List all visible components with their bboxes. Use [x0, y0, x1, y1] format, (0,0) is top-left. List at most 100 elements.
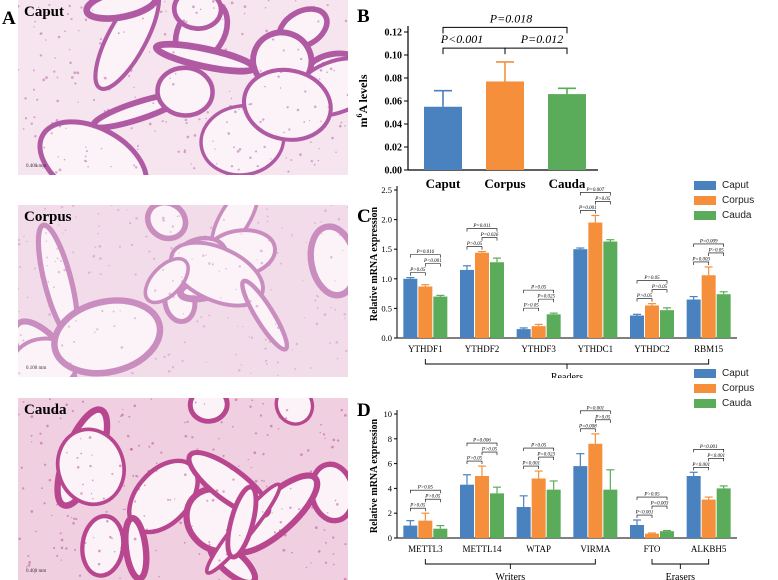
legend-label-corpus: Corpus: [722, 383, 755, 394]
cell-nucleus: [323, 529, 326, 531]
cell-nucleus: [18, 69, 20, 71]
cell-nucleus: [118, 464, 122, 468]
legend-label-caput: Caput: [722, 180, 749, 191]
cell-nucleus: [91, 479, 94, 482]
cell-nucleus: [133, 86, 135, 89]
p-value-label: P<0.001: [635, 511, 654, 516]
cell-nucleus: [103, 110, 106, 113]
cell-nucleus: [35, 530, 37, 533]
cell-nucleus: [132, 474, 135, 477]
cell-nucleus: [162, 268, 165, 271]
duct-lumen: [171, 0, 224, 31]
cell-nucleus: [311, 506, 314, 509]
cell-nucleus: [259, 249, 263, 253]
cell-nucleus: [317, 550, 321, 553]
cell-nucleus: [255, 304, 259, 308]
cell-nucleus: [57, 270, 61, 274]
y-tick-label: 1.5: [381, 244, 392, 254]
histology-texture-caput: [18, 0, 348, 175]
cell-nucleus: [99, 273, 102, 276]
cell-nucleus: [248, 299, 252, 303]
cell-nucleus: [330, 306, 332, 309]
cell-nucleus: [250, 336, 254, 339]
cell-nucleus: [179, 521, 183, 525]
cell-nucleus: [332, 536, 335, 539]
chart-b-m6a-levels: B 0.00 0.02 0.04 0.06 0.08 0.10 0.12 m6A levels C…: [355, 6, 598, 191]
cell-nucleus: [68, 4, 72, 8]
cell-nucleus: [53, 546, 56, 549]
p-value-label: P=0.003: [650, 502, 669, 507]
cell-nucleus: [165, 10, 167, 13]
cell-nucleus: [198, 118, 201, 121]
significance-bracket: [538, 456, 554, 461]
cell-nucleus: [313, 105, 317, 109]
cell-nucleus: [70, 76, 74, 79]
cell-nucleus: [108, 264, 110, 267]
cell-nucleus: [145, 235, 148, 238]
cell-nucleus: [324, 541, 327, 544]
cell-nucleus: [118, 245, 121, 248]
cell-nucleus: [321, 61, 325, 65]
cell-nucleus: [269, 424, 273, 428]
cell-nucleus: [89, 6, 91, 8]
cell-nucleus: [26, 565, 28, 568]
cell-nucleus: [171, 225, 175, 228]
cell-nucleus: [314, 299, 317, 302]
cell-nucleus: [309, 470, 313, 473]
cell-nucleus: [96, 121, 99, 124]
cell-nucleus: [313, 483, 315, 485]
cell-nucleus: [344, 19, 348, 23]
cell-nucleus: [241, 107, 244, 110]
cell-nucleus: [62, 232, 64, 234]
cell-nucleus: [326, 71, 328, 74]
histology-label-cauda: Cauda: [24, 402, 67, 418]
cell-nucleus: [84, 18, 88, 22]
legend-swatch-caput: [694, 181, 716, 190]
cell-nucleus: [122, 508, 124, 511]
cell-nucleus: [220, 421, 223, 424]
cell-nucleus: [126, 434, 130, 438]
cell-nucleus: [47, 10, 51, 13]
cell-nucleus: [18, 287, 20, 290]
p-value-label: P=0.001: [585, 406, 604, 411]
cell-nucleus: [277, 428, 280, 430]
p-value-label: P<0.001: [423, 259, 442, 264]
cell-nucleus: [196, 448, 199, 450]
cell-nucleus: [133, 164, 136, 167]
legend-c: Caput Corpus Cauda: [694, 178, 754, 223]
cell-nucleus: [61, 13, 63, 16]
cell-nucleus: [196, 320, 199, 323]
cell-nucleus: [308, 120, 311, 122]
cell-nucleus: [332, 553, 335, 555]
p-value-label: P>0.05: [594, 197, 611, 202]
cell-nucleus: [205, 122, 209, 126]
cell-nucleus: [196, 474, 200, 478]
bar-cauda: [433, 296, 448, 338]
cell-nucleus: [268, 240, 270, 242]
legend-item-corpus: Corpus: [694, 193, 754, 208]
cell-nucleus: [306, 49, 309, 52]
cell-nucleus: [104, 571, 107, 575]
cell-nucleus: [313, 163, 316, 166]
cell-nucleus: [59, 417, 62, 420]
cell-nucleus: [56, 99, 60, 103]
cell-nucleus: [222, 18, 224, 20]
cell-nucleus: [182, 19, 186, 23]
cell-nucleus: [158, 576, 160, 578]
cell-nucleus: [324, 561, 328, 564]
bar-corpus: [701, 499, 716, 538]
cell-nucleus: [73, 517, 76, 520]
cell-nucleus: [295, 342, 299, 346]
cell-nucleus: [75, 518, 78, 521]
cell-nucleus: [192, 410, 194, 412]
cell-nucleus: [237, 465, 240, 467]
cell-nucleus: [183, 149, 186, 152]
significance-bracket: [708, 457, 724, 462]
cell-nucleus: [131, 371, 134, 375]
cell-nucleus: [92, 497, 94, 500]
duct-lumen: [240, 278, 290, 352]
cell-nucleus: [212, 448, 215, 451]
cell-nucleus: [18, 242, 21, 246]
cell-nucleus: [344, 516, 347, 520]
cell-nucleus: [56, 247, 59, 250]
